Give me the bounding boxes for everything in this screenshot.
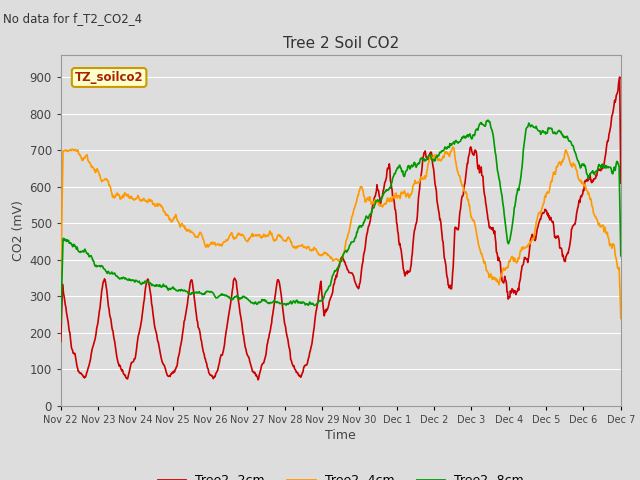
Text: TZ_soilco2: TZ_soilco2 [75, 71, 143, 84]
Legend: Tree2 -2cm, Tree2 -4cm, Tree2 -8cm: Tree2 -2cm, Tree2 -4cm, Tree2 -8cm [152, 469, 529, 480]
X-axis label: Time: Time [325, 429, 356, 442]
Y-axis label: CO2 (mV): CO2 (mV) [12, 200, 26, 261]
Text: No data for f_T2_CO2_4: No data for f_T2_CO2_4 [3, 12, 142, 25]
Title: Tree 2 Soil CO2: Tree 2 Soil CO2 [283, 36, 399, 51]
